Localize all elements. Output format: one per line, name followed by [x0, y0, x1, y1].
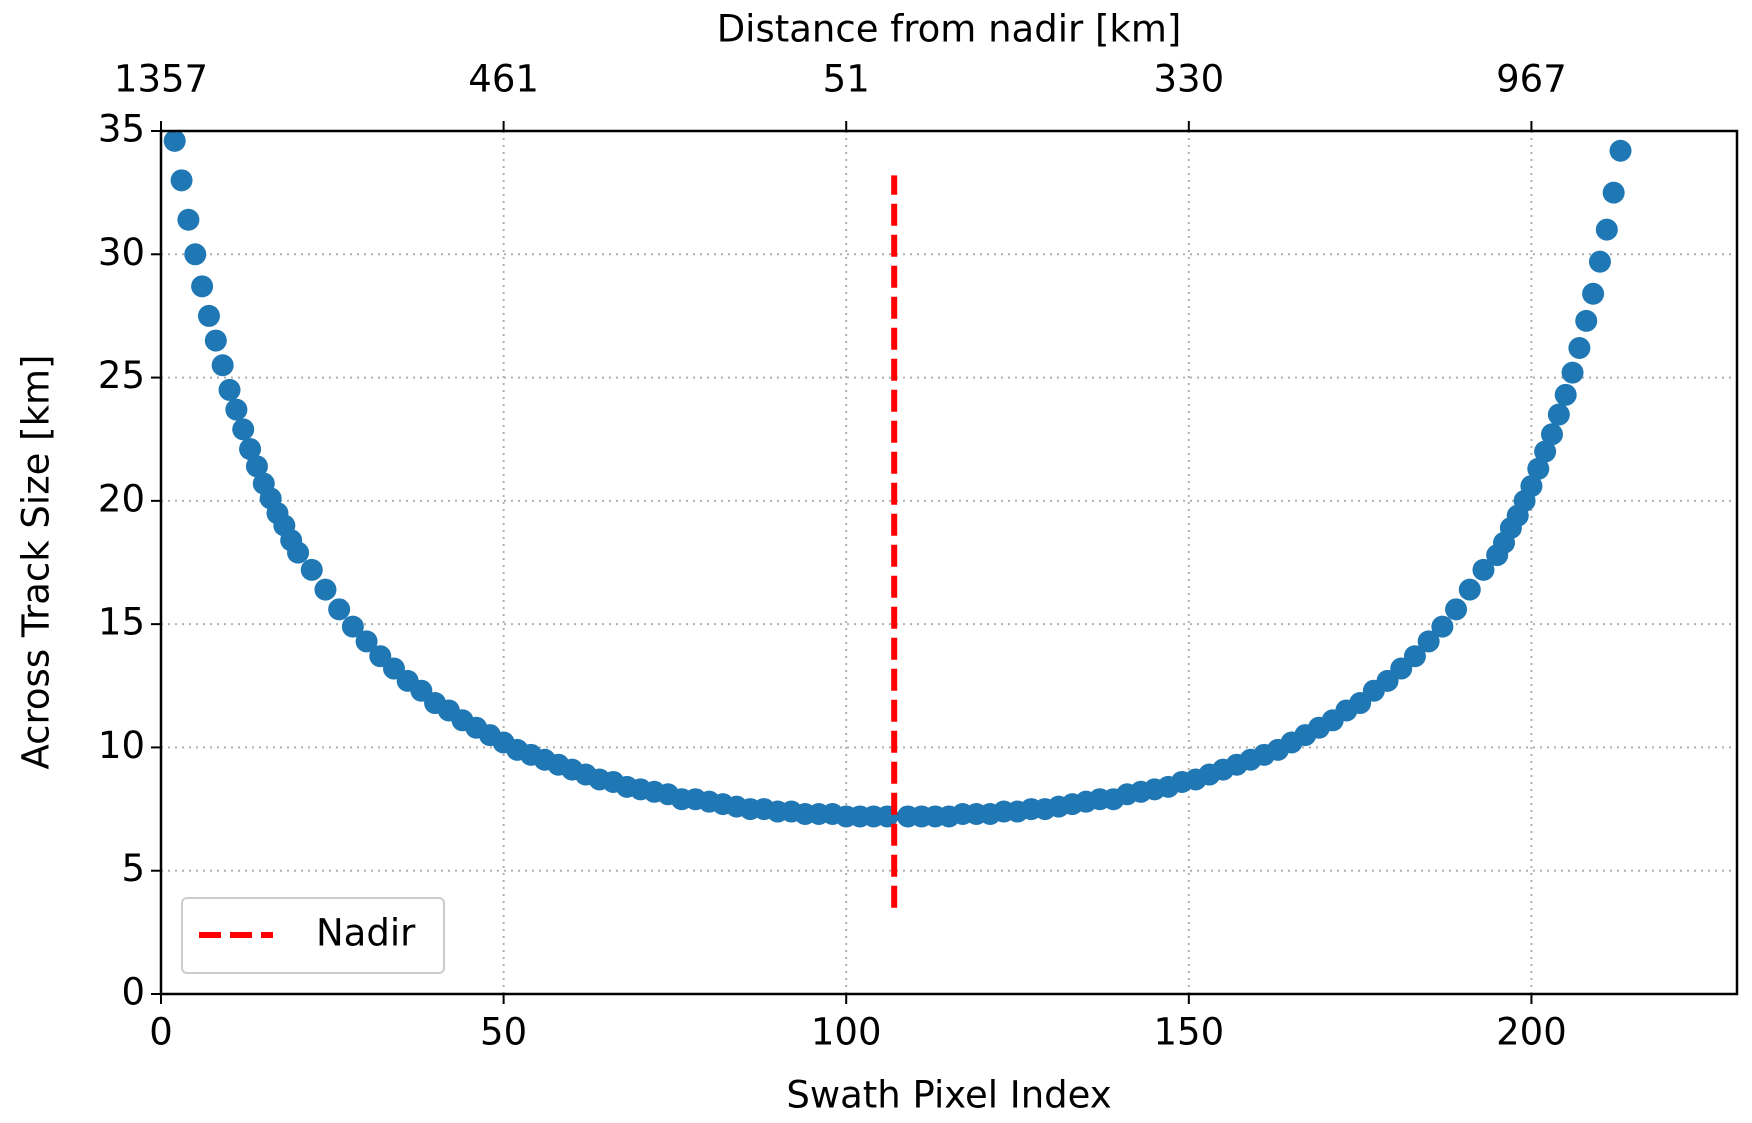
data-point	[1534, 440, 1557, 463]
x2-tick-label: 967	[1496, 58, 1567, 101]
data-point	[1561, 361, 1584, 384]
data-point	[1417, 630, 1440, 653]
x-tick-label: 0	[149, 1011, 173, 1054]
data-point	[1568, 336, 1591, 359]
y-tick-label: 15	[98, 601, 145, 644]
data-point	[1588, 250, 1611, 273]
data-point	[177, 208, 200, 231]
y-tick-label: 5	[121, 847, 145, 890]
data-point	[1602, 181, 1625, 204]
data-point	[1431, 615, 1454, 638]
y-tick-label: 10	[98, 724, 145, 767]
x-tick-label: 100	[811, 1011, 882, 1054]
data-point	[328, 598, 351, 621]
data-point	[245, 455, 268, 478]
data-point	[170, 169, 193, 192]
data-point	[1575, 309, 1598, 332]
y-tick-label: 0	[121, 971, 145, 1014]
data-point	[163, 129, 186, 152]
data-point	[1520, 475, 1543, 498]
data-point	[1527, 457, 1550, 480]
data-point	[239, 438, 262, 461]
data-point	[355, 630, 378, 653]
data-point	[211, 354, 234, 377]
data-point	[314, 578, 337, 601]
x2-axis-label: Distance from nadir [km]	[717, 8, 1182, 51]
data-point	[197, 304, 220, 327]
data-point	[1445, 598, 1468, 621]
data-point	[204, 329, 227, 352]
data-point	[232, 418, 255, 441]
data-point	[1547, 403, 1570, 426]
data-point	[1458, 578, 1481, 601]
data-point	[300, 558, 323, 581]
y-tick-label: 20	[98, 477, 145, 520]
data-point	[184, 243, 207, 266]
y-tick-label: 30	[98, 231, 145, 274]
data-point	[1403, 645, 1426, 668]
y-tick-label: 25	[98, 354, 145, 397]
legend-label: Nadir	[316, 912, 416, 955]
x2-tick-label: 1357	[114, 58, 208, 101]
x2-tick-label: 51	[823, 58, 870, 101]
data-point	[1554, 383, 1577, 406]
data-point	[1595, 218, 1618, 241]
x-tick-label: 50	[480, 1011, 527, 1054]
data-point	[1609, 139, 1632, 162]
data-point	[191, 275, 214, 298]
x-axis-label: Swath Pixel Index	[786, 1074, 1111, 1117]
y-tick-label: 35	[98, 108, 145, 151]
legend-box	[181, 897, 445, 974]
x2-tick-label: 461	[468, 58, 539, 101]
data-point	[341, 615, 364, 638]
data-point	[218, 378, 241, 401]
x-tick-label: 150	[1154, 1011, 1225, 1054]
x2-tick-label: 330	[1154, 58, 1225, 101]
data-point	[1472, 558, 1495, 581]
data-point	[287, 541, 310, 564]
y-axis-label: Across Track Size [km]	[15, 355, 58, 770]
data-point	[1582, 282, 1605, 305]
x-tick-label: 200	[1496, 1011, 1567, 1054]
axes-frame	[159, 129, 1739, 996]
data-point	[1540, 423, 1563, 446]
data-point	[225, 398, 248, 421]
